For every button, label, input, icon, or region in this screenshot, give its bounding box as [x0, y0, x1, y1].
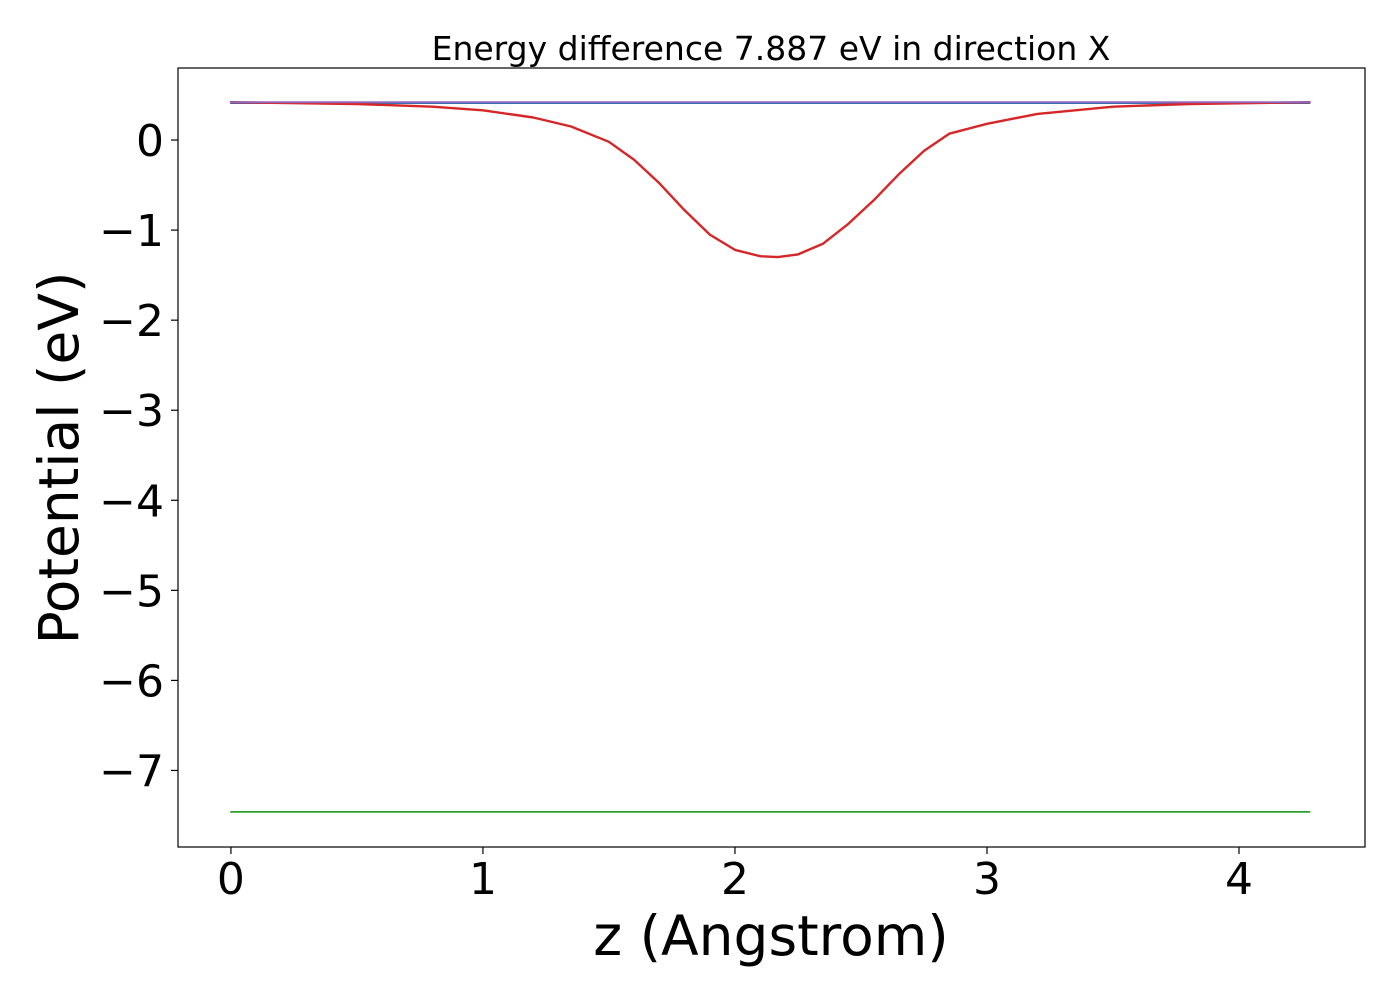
y-axis-label: Potential (eV) [27, 272, 91, 645]
plot-lines [229, 100, 1311, 813]
plot-frame [177, 67, 1366, 848]
series-line-2 [229, 100, 1311, 259]
y-tick-label: −7 [99, 746, 164, 797]
x-tick-label: 2 [721, 854, 749, 905]
chart-title: Energy difference 7.887 eV in direction … [432, 29, 1111, 68]
x-axis-label: z (Angstrom) [593, 904, 949, 968]
x-tick-label: 1 [469, 854, 497, 905]
x-axis-ticks: 0 1 2 3 4 [217, 847, 1253, 905]
y-tick-label: 0 [136, 116, 164, 167]
x-tick-label: 4 [1225, 854, 1253, 905]
y-tick-label: −1 [99, 206, 164, 257]
y-tick-label: −2 [99, 296, 164, 347]
y-tick-label: −5 [99, 566, 164, 617]
x-tick-label: 3 [973, 854, 1001, 905]
y-axis-ticks: 0 −1 −2 −3 −4 −5 −6 −7 [99, 116, 178, 797]
x-tick-label: 0 [217, 854, 245, 905]
y-tick-label: −4 [99, 476, 164, 527]
y-tick-label: −3 [99, 386, 164, 437]
y-tick-label: −6 [99, 656, 164, 707]
